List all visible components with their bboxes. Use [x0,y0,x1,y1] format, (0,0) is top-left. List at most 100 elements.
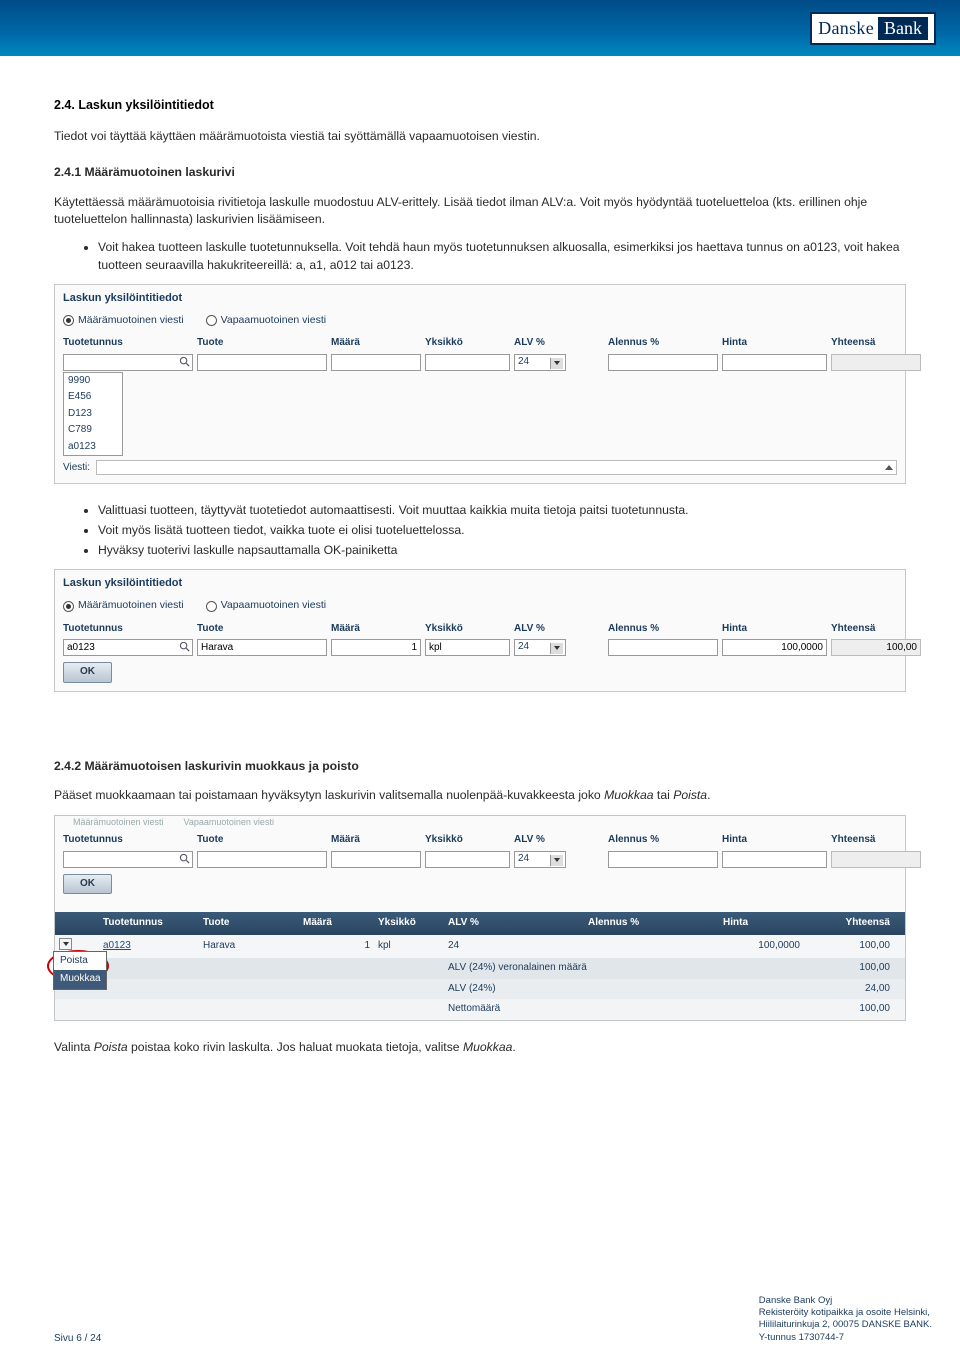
dropdown-option[interactable]: 9990 [64,373,122,390]
radio-vapaamuotoinen[interactable]: Vapaamuotoinen viesti [206,598,326,613]
col-tuote: Tuote [197,336,327,351]
radio-maaramuotoinen[interactable]: Määrämuotoinen viesti [63,598,184,613]
alennus-input[interactable] [608,851,718,868]
sum-label: ALV (24%) veronalainen määrä [444,961,804,976]
cell-yhteensa: 100,00 [804,939,894,954]
summary-row: Nettomäärä 100,00 [55,999,905,1020]
row-menu-icon[interactable] [59,938,72,950]
hinta-input[interactable] [722,639,827,656]
table-header-row: Tuotetunnus Tuote Määrä Yksikkö ALV % Al… [55,912,905,935]
dropdown-option[interactable]: C789 [64,422,122,439]
alv-select[interactable]: 24 [514,851,566,868]
column-headers: Tuotetunnus Tuote Määrä Yksikkö ALV % Al… [63,622,897,637]
footer-company-info: Danske Bank Oyj Rekisteröity kotipaikka … [759,1295,932,1344]
page-number: Sivu 6 / 24 [54,1333,101,1344]
ui-screenshot-3: Määrämuotoinen viesti Vapaamuotoinen vie… [54,815,906,1021]
list-item: Voit hakea tuotteen laskulle tuotetunnuk… [98,239,906,274]
alv-select[interactable]: 24 [514,639,566,656]
col-alv: ALV % [514,833,604,848]
faint-text: Määrämuotoinen viesti [73,816,164,829]
radio-vapaamuotoinen[interactable]: Vapaamuotoinen viesti [206,313,326,328]
alennus-input[interactable] [608,639,718,656]
text-span: poistaa koko rivin laskulta. Jos haluat … [128,1040,463,1054]
maara-input[interactable] [331,354,421,371]
maara-input[interactable] [331,639,421,656]
ok-button[interactable]: OK [63,874,112,895]
row-actions-cell: Poista Muokkaa [55,938,99,956]
caret-up-icon [885,465,893,470]
col-tuotetunnus: Tuotetunnus [63,336,193,351]
dropdown-option[interactable]: a0123 [64,439,122,456]
menu-muokkaa[interactable]: Muokkaa [54,970,106,989]
viesti-row: Viesti: [63,460,897,475]
list-item: Valittuasi tuotteen, täyttyvät tuotetied… [98,502,906,520]
tuote-input[interactable] [197,851,327,868]
text-span: Valinta [54,1040,94,1054]
bullet-text: Hyväksy tuoterivi laskulle napsauttamall… [98,543,397,557]
bullet-list-2: Valittuasi tuotteen, täyttyvät tuotetied… [54,502,906,559]
footer-line: Hiililaiturinkuja 2, 00075 DANSKE BANK. [759,1319,932,1331]
col-tuotetunnus: Tuotetunnus [63,833,193,848]
viesti-box[interactable] [96,460,897,475]
dropdown-option[interactable]: E456 [64,389,122,406]
col-yhteensa: Yhteensä [831,833,921,848]
table-row: Poista Muokkaa a0123 Harava 1 kpl 24 100… [55,935,905,959]
sum-label: Nettomäärä [444,1002,804,1017]
menu-poista[interactable]: Poista [54,952,106,971]
th-hinta: Hinta [719,916,804,931]
radio-dot-icon [206,315,217,326]
th-alv: ALV % [444,916,584,931]
bullet-list-1: Voit hakea tuotteen laskulle tuotetunnuk… [54,239,906,274]
sum-value: 100,00 [804,1002,894,1017]
column-headers: Tuotetunnus Tuote Määrä Yksikkö ALV % Al… [63,336,897,351]
faint-radio-row: Määrämuotoinen viesti Vapaamuotoinen vie… [55,816,905,831]
dropdown-option[interactable]: D123 [64,406,122,423]
ok-button[interactable]: OK [63,662,112,683]
logo-right: Bank [878,17,928,40]
tuotetunnus-input[interactable] [63,851,193,868]
search-icon[interactable] [179,853,190,864]
cell-tuote: Harava [199,939,299,954]
radio-maaramuotoinen[interactable]: Määrämuotoinen viesti [63,313,184,328]
viesti-label: Viesti: [63,461,90,476]
radio-dot-icon [63,315,74,326]
tuotetunnus-wrap [63,639,193,656]
tuotetunnus-input[interactable] [63,639,193,656]
text-span: Pääset muokkaamaan tai poistamaan hyväks… [54,788,604,802]
th-yksikko: Yksikkö [374,916,444,931]
col-hinta: Hinta [722,622,827,637]
col-yhteensa: Yhteensä [831,336,921,351]
tuotetunnus-dropdown[interactable]: 9990 E456 D123 C789 a0123 [63,372,123,457]
header-band: Danske Bank [0,0,960,56]
tuote-input[interactable] [197,639,327,656]
alennus-input[interactable] [608,354,718,371]
radio-dot-icon [63,601,74,612]
tuote-input[interactable] [197,354,327,371]
col-tuote: Tuote [197,833,327,848]
alv-select[interactable]: 24 [514,354,566,371]
yksikko-input[interactable] [425,354,510,371]
tuotetunnus-input[interactable] [63,354,193,371]
search-icon[interactable] [179,356,190,367]
tuotetunnus-wrap [63,851,193,868]
col-yhteensa: Yhteensä [831,622,921,637]
hinta-input[interactable] [722,851,827,868]
search-icon[interactable] [179,641,190,652]
col-alennus: Alennus % [608,833,718,848]
input-row: 24 [63,639,897,656]
yksikko-input[interactable] [425,851,510,868]
maara-input[interactable] [331,851,421,868]
footer-line: Rekisteröity kotipaikka ja osoite Helsin… [759,1307,932,1319]
cell-alv: 24 [444,939,584,954]
cell-tuotetunnus[interactable]: a0123 [99,939,199,954]
col-maara: Määrä [331,336,421,351]
col-yksikko: Yksikkö [425,336,510,351]
footer-line: Danske Bank Oyj [759,1295,932,1307]
list-item: Hyväksy tuoterivi laskulle napsauttamall… [98,542,906,560]
input-row: 24 [63,851,897,868]
yksikko-input[interactable] [425,639,510,656]
para-closing: Valinta Poista poistaa koko rivin laskul… [54,1039,906,1057]
hinta-input[interactable] [722,354,827,371]
col-maara: Määrä [331,622,421,637]
alv-value: 24 [518,852,529,867]
